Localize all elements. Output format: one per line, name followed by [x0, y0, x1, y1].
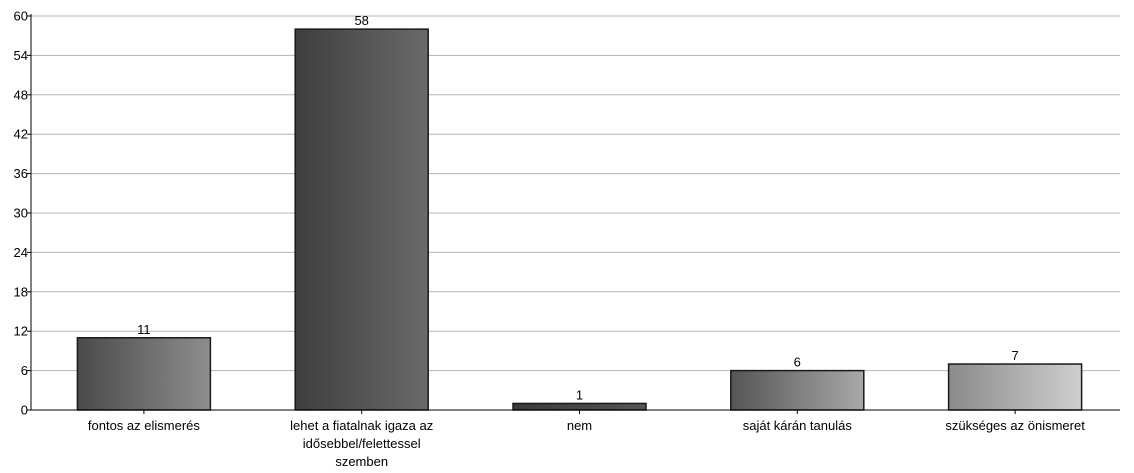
bar	[730, 369, 865, 411]
y-tick-label: 12	[14, 324, 28, 339]
x-tick-label-line: idősebbel/felettessel	[303, 436, 421, 451]
y-tick-label: 24	[14, 245, 28, 260]
data-label: 11	[137, 322, 151, 337]
data-label: 1	[576, 387, 583, 402]
x-tick-label-line: szemben	[335, 454, 388, 469]
data-label: 6	[794, 355, 801, 370]
x-tick-label-line: nem	[567, 418, 592, 433]
y-tick-label: 36	[14, 166, 28, 181]
x-tick-label-line: saját kárán tanulás	[743, 418, 853, 433]
axis-layer	[27, 14, 1120, 414]
bar	[294, 28, 429, 411]
x-tick-label-line: szükséges az önismeret	[945, 418, 1085, 433]
y-tick-label: 54	[14, 48, 28, 63]
x-tick-label: saját kárán tanulás	[743, 418, 853, 433]
label-layer: 0 6 12 18 24 30 36 42 48 54 60 11 fontos az elismeré…	[14, 9, 1086, 470]
bar-layer	[76, 28, 1083, 411]
y-tick-label: 60	[14, 9, 28, 24]
y-tick-label: 18	[14, 284, 28, 299]
x-tick-label: lehet a fiatalnak igaza az idősebbel/fele…	[290, 418, 433, 469]
y-tick-label: 6	[21, 363, 28, 378]
y-tick-label: 0	[21, 403, 28, 418]
bar	[512, 402, 647, 411]
data-label: 7	[1011, 348, 1018, 363]
x-tick-label-line: fontos az elismerés	[88, 418, 200, 433]
bar	[76, 337, 212, 411]
x-tick-label-line: lehet a fiatalnak igaza az	[290, 418, 433, 433]
y-tick-label: 42	[14, 127, 28, 142]
y-tick-label: 48	[14, 87, 28, 102]
bar	[947, 363, 1083, 411]
x-tick-label: szükséges az önismeret	[945, 418, 1085, 433]
data-label: 58	[354, 13, 368, 28]
x-tick-label: fontos az elismerés	[88, 418, 200, 433]
grid-layer	[31, 15, 1120, 372]
x-tick-label: nem	[567, 418, 592, 433]
y-tick-label: 30	[14, 206, 28, 221]
